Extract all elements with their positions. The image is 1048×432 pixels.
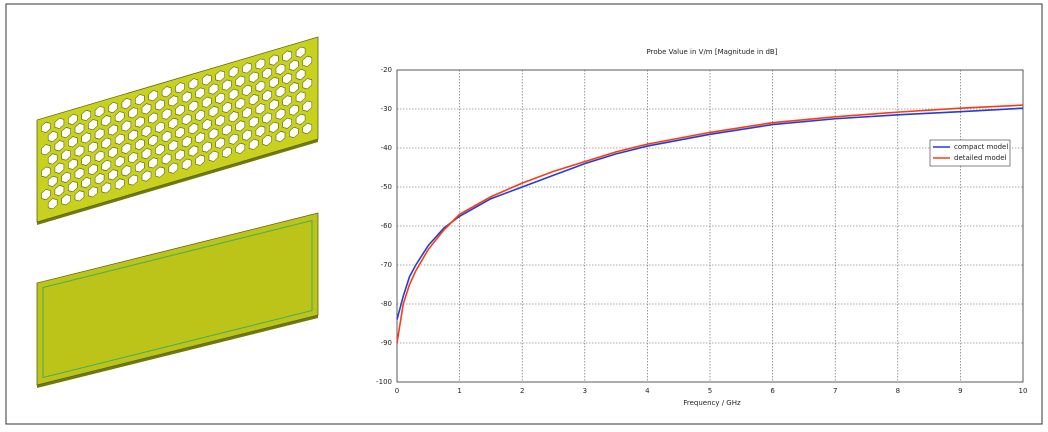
figure: Probe Value in V/m [Magnitude in dB] Fre…	[0, 0, 1048, 428]
legend-label: detailed model	[954, 154, 1007, 162]
x-tick-label: 2	[520, 387, 524, 395]
x-tick-label: 5	[708, 387, 712, 395]
x-axis-label: Frequency / GHz	[683, 399, 741, 407]
y-tick-label: -50	[381, 183, 392, 191]
x-tick-label: 6	[770, 387, 775, 395]
x-tick-label: 8	[896, 387, 900, 395]
x-tick-label: 10	[1019, 387, 1028, 395]
y-tick-label: -100	[376, 378, 392, 386]
x-tick-label: 7	[833, 387, 837, 395]
x-tick-label: 4	[645, 387, 650, 395]
x-tick-label: 0	[395, 387, 399, 395]
x-tick-label: 9	[958, 387, 962, 395]
legend-label: compact model	[954, 143, 1008, 151]
x-tick-label: 1	[457, 387, 461, 395]
y-tick-label: -30	[381, 105, 392, 113]
y-tick-label: -90	[381, 339, 392, 347]
y-tick-label: -60	[381, 222, 392, 230]
y-tick-label: -80	[381, 300, 392, 308]
chart-title: Probe Value in V/m [Magnitude in dB]	[647, 48, 778, 56]
y-tick-label: -40	[381, 144, 392, 152]
y-tick-label: -20	[381, 66, 392, 74]
y-tick-label: -70	[381, 261, 392, 269]
x-tick-label: 3	[583, 387, 587, 395]
